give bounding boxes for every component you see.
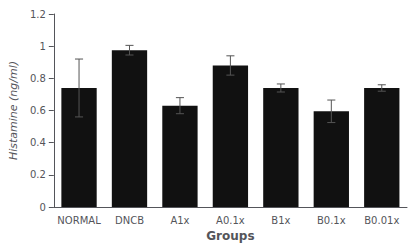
- svg-text:NORMAL: NORMAL: [57, 215, 101, 226]
- svg-text:A1x: A1x: [170, 215, 189, 226]
- svg-text:Histamine (ng/ml): Histamine (ng/ml): [7, 61, 20, 160]
- svg-text:0.8: 0.8: [30, 73, 46, 84]
- svg-text:Groups: Groups: [206, 229, 254, 243]
- svg-text:DNCB: DNCB: [115, 215, 144, 226]
- svg-text:0.4: 0.4: [30, 137, 46, 148]
- svg-text:0.6: 0.6: [30, 105, 46, 116]
- svg-text:B0.1x: B0.1x: [317, 215, 346, 226]
- svg-text:1.2: 1.2: [30, 9, 46, 20]
- svg-text:0: 0: [39, 202, 45, 213]
- svg-text:A0.1x: A0.1x: [216, 215, 245, 226]
- svg-text:B1x: B1x: [271, 215, 290, 226]
- svg-text:1: 1: [39, 41, 45, 52]
- svg-text:0.2: 0.2: [30, 169, 46, 180]
- svg-text:B0.01x: B0.01x: [364, 215, 399, 226]
